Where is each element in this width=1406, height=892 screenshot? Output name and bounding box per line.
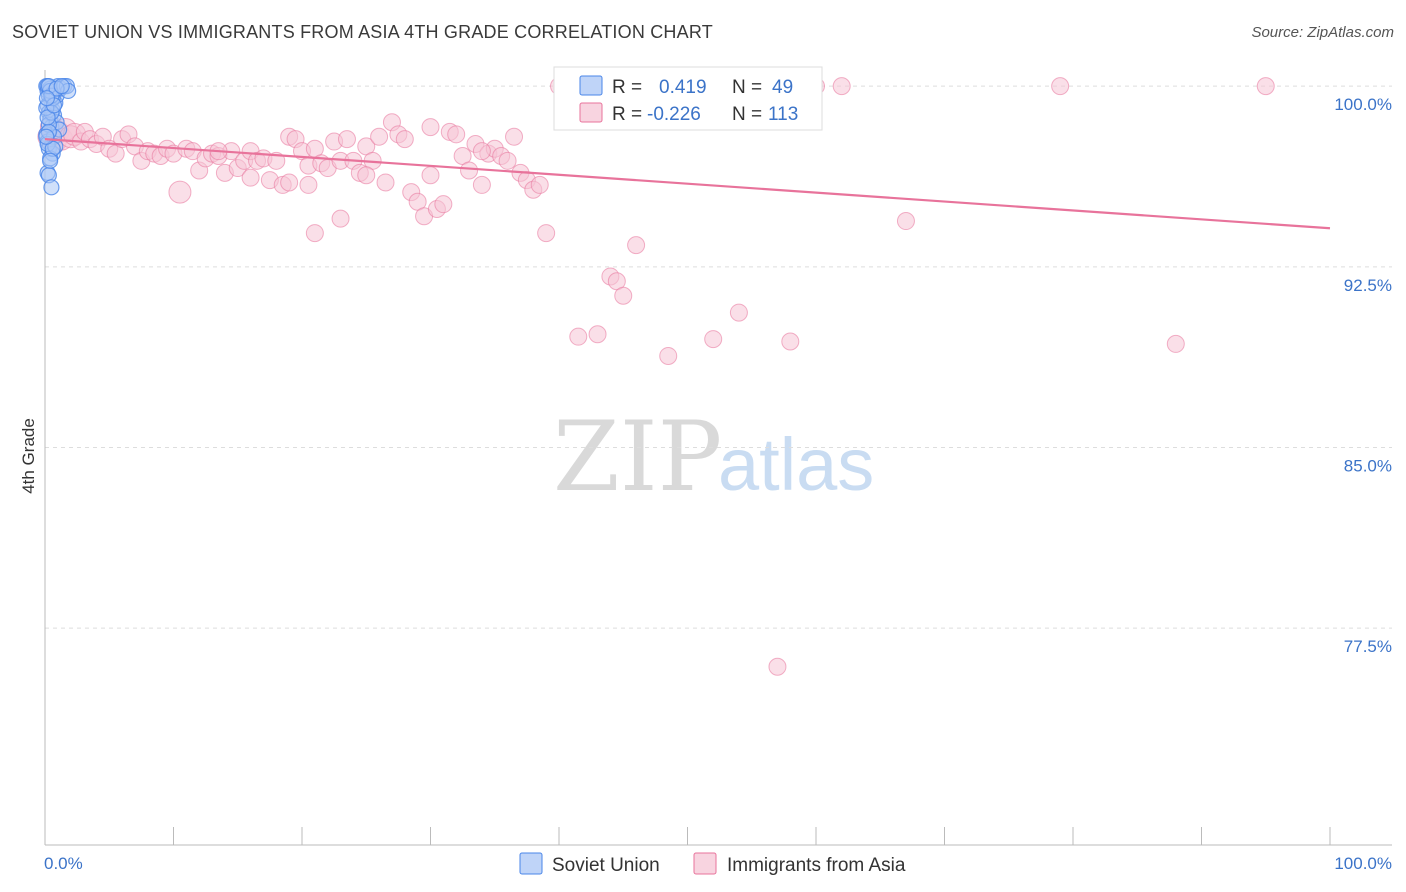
point-immigrants-from-asia-65 [434, 195, 453, 214]
point-immigrants-from-asia-94 [1256, 77, 1275, 96]
stats-r-value-0: 0.419 [659, 77, 707, 98]
point-immigrants-from-asia-67 [447, 125, 466, 144]
stats-swatch-soviet-union [579, 75, 603, 96]
x-tick-labels: 0.0% 100.0% [44, 854, 1392, 873]
point-immigrants-from-asia-91 [832, 77, 851, 96]
y-axis-title: 4th Grade [19, 418, 38, 494]
stats-n-label-1: N = [732, 104, 762, 125]
series-soviet-union [38, 78, 77, 196]
y-tick-label-0: 100.0% [1334, 95, 1392, 114]
point-soviet-union-40 [38, 128, 55, 145]
point-immigrants-from-asia-69 [460, 161, 479, 180]
point-immigrants-from-asia-98 [569, 327, 588, 346]
point-immigrants-from-asia-104 [768, 657, 787, 676]
point-immigrants-from-asia-109 [280, 173, 299, 192]
point-immigrants-from-asia-81 [537, 224, 556, 243]
point-immigrants-from-asia-103 [659, 346, 678, 365]
legend-swatch-immigrants-from-asia [693, 852, 717, 875]
stats-n-value-0: 49 [772, 77, 793, 98]
point-immigrants-from-asia-76 [505, 127, 524, 146]
point-immigrants-from-asia-108 [331, 209, 350, 228]
point-immigrants-from-asia-80 [530, 175, 549, 194]
point-soviet-union-26 [43, 179, 60, 196]
point-immigrants-from-asia-107 [299, 175, 318, 194]
watermark-zip: ZIP [553, 401, 722, 513]
point-immigrants-from-asia-97 [614, 286, 633, 305]
y-tick-label-1: 92.5% [1344, 276, 1392, 295]
trend-line-immigrants-from-asia [44, 138, 1331, 230]
point-immigrants-from-asia-102 [781, 332, 800, 351]
point-immigrants-from-asia-71 [472, 175, 491, 194]
point-immigrants-from-asia-101 [729, 303, 748, 322]
stats-swatch-immigrants-from-asia [579, 102, 603, 123]
point-immigrants-from-asia-56 [376, 173, 395, 192]
point-immigrants-from-asia-24 [168, 180, 192, 204]
point-immigrants-from-asia-113 [421, 118, 440, 137]
point-immigrants-from-asia-59 [395, 130, 414, 149]
point-immigrants-from-asia-99 [588, 325, 607, 344]
y-tick-label-3: 77.5% [1344, 637, 1392, 656]
point-soviet-union-47 [53, 78, 70, 95]
y-tick-labels: 100.0% 92.5% 85.0% 77.5% [1334, 95, 1392, 656]
point-immigrants-from-asia-75 [498, 151, 517, 170]
series-immigrants-from-asia [37, 77, 1275, 676]
axes [44, 70, 1392, 846]
watermark-atlas: atlas [718, 423, 874, 506]
legend-swatch-soviet-union [519, 852, 543, 875]
chart-title: SOVIET UNION VS IMMIGRANTS FROM ASIA 4TH… [12, 22, 713, 42]
stats-r-value-1: -0.226 [647, 104, 701, 125]
point-immigrants-from-asia-63 [421, 166, 440, 185]
legend-label-soviet-union: Soviet Union [552, 855, 660, 876]
point-immigrants-from-asia-112 [357, 166, 376, 185]
point-soviet-union-41 [42, 152, 59, 169]
point-immigrants-from-asia-92 [896, 212, 915, 231]
source-credit: Source: ZipAtlas.com [1251, 24, 1394, 41]
legend-label-immigrants-from-asia: Immigrants from Asia [727, 855, 906, 876]
stats-r-label-0: R = [612, 77, 642, 98]
point-immigrants-from-asia-55 [370, 127, 389, 146]
point-soviet-union-48 [38, 90, 56, 107]
point-immigrants-from-asia-114 [472, 142, 491, 161]
y-tick-label-2: 85.0% [1344, 457, 1392, 476]
point-immigrants-from-asia-100 [704, 330, 723, 349]
point-immigrants-from-asia-50 [337, 130, 356, 149]
point-immigrants-from-asia-93 [1051, 77, 1070, 96]
x-tick-label-1: 100.0% [1334, 854, 1392, 873]
bottom-legend: Soviet Union Immigrants from Asia [519, 852, 906, 876]
stats-n-label-0: N = [732, 77, 762, 98]
trend-lines [44, 138, 1331, 230]
x-tick-label-0: 0.0% [44, 854, 83, 873]
stats-n-value-1: 113 [768, 104, 798, 125]
point-immigrants-from-asia-85 [627, 236, 646, 255]
stats-legend: R = 0.419 N = 49 R = -0.226 N = 113 [553, 66, 823, 131]
stats-r-label-1: R = [612, 104, 642, 125]
watermark: ZIP atlas [553, 401, 874, 513]
point-immigrants-from-asia-105 [1166, 334, 1185, 353]
point-immigrants-from-asia-111 [241, 168, 260, 187]
point-immigrants-from-asia-106 [305, 224, 324, 243]
